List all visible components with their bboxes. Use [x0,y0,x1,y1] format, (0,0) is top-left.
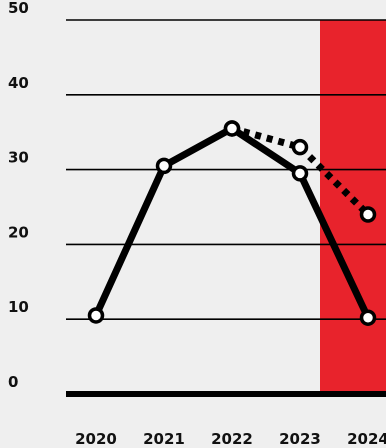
y-tick-50: 50 [8,0,29,17]
y-tick-30: 30 [8,149,29,167]
axis-labels: 0 10 20 30 40 50 2020 2021 2022 2023 2024 [8,0,386,448]
y-tick-20: 20 [8,223,29,241]
data-markers [87,120,377,326]
y-tick-0: 0 [8,373,18,391]
dotted-point-2022 [223,120,241,137]
x-tick-2024: 2024 [347,430,386,448]
y-tick-10: 10 [8,298,29,316]
gridlines [66,19,386,397]
y-tick-40: 40 [8,74,29,92]
solid-point-2023 [291,165,309,182]
highlight-band-2024 [320,20,386,394]
x-tick-2020: 2020 [75,430,117,448]
dotted-series-line [231,125,371,217]
solid-point-2020 [87,307,105,324]
x-tick-2021: 2021 [143,430,185,448]
dotted-point-2023 [291,138,309,156]
dotted-point-2024 [359,206,377,223]
x-tick-2023: 2023 [279,430,321,448]
solid-point-2021 [155,157,173,175]
solid-point-2024 [359,309,377,326]
x-tick-2022: 2022 [211,430,253,448]
